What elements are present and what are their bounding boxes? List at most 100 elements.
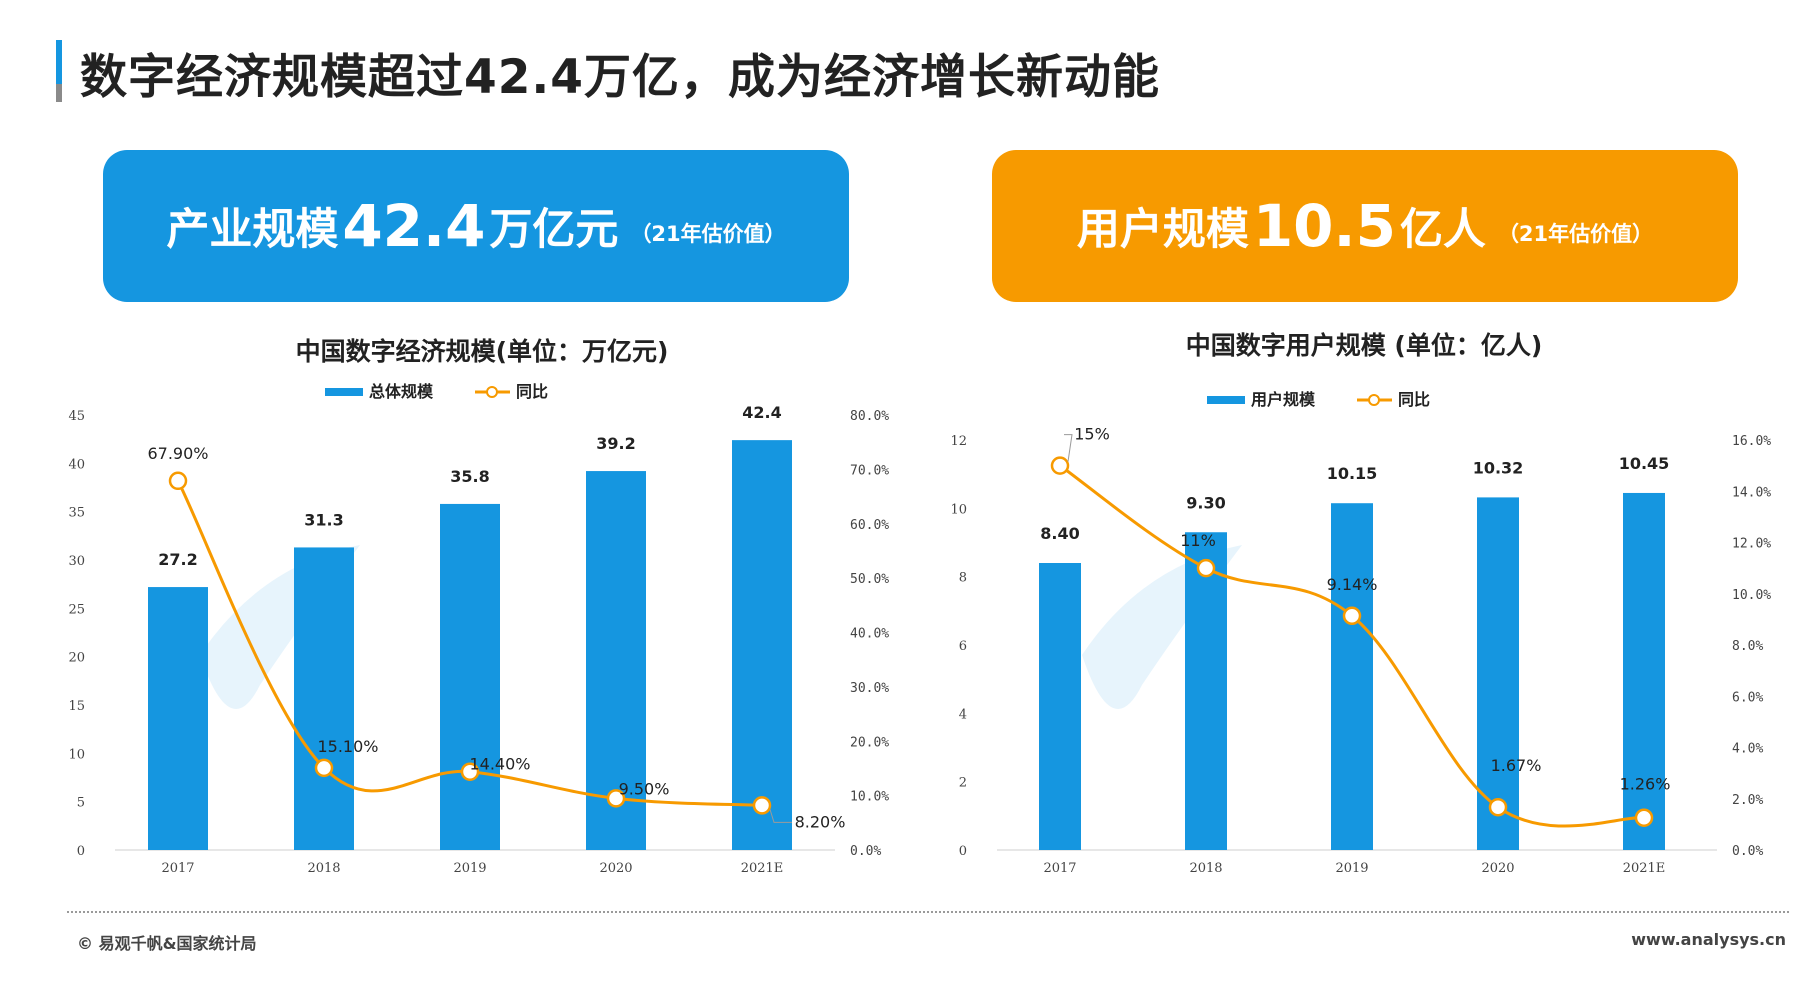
bar — [1623, 492, 1665, 850]
y-right-tick-label: 16.0% — [1732, 434, 1771, 449]
yoy-value-label: 15.10% — [317, 737, 378, 756]
bar — [1039, 563, 1081, 850]
yoy-line — [176, 480, 763, 807]
bar — [1185, 532, 1227, 850]
yoy-value-label: 1.26% — [1620, 775, 1671, 794]
yoy-point — [1050, 456, 1070, 475]
bar-value-label: 31.3 — [304, 510, 343, 529]
banner-label: 用户规模 — [1076, 205, 1249, 255]
x-tick-label: 2021E — [1623, 861, 1666, 876]
yoy-leader-line — [1064, 434, 1073, 462]
legend-line-marker — [1368, 394, 1380, 406]
y-tick-label: 35 — [68, 506, 85, 521]
x-tick-label: 2019 — [1335, 861, 1368, 876]
bar — [294, 547, 354, 850]
x-tick-label: 2020 — [1481, 861, 1514, 876]
bar-value-label: 10.45 — [1619, 454, 1670, 473]
yoy-value-label: 9.14% — [1327, 575, 1378, 594]
bar-value-label: 8.40 — [1040, 524, 1079, 543]
y-right-tick-label: 14.0% — [1732, 485, 1771, 500]
bar-value-label: 42.4 — [742, 403, 781, 422]
banner-value: 42.4 — [342, 192, 486, 260]
digital-users-chart: 中国数字用户规模 (单位：亿人) 用户规模 同比 0 2 4 6 8 10 12 0.0% 2.0% 4… — [950, 331, 1771, 876]
y-tick-label: 45 — [68, 409, 85, 424]
banner-unit: 万亿元 — [489, 205, 619, 255]
chart-title: 中国数字经济规模(单位：万亿元) — [296, 337, 669, 366]
bar-value-label: 39.2 — [596, 434, 635, 453]
industry-scale-banner: 产业规模 42.4 万亿元 （21年估价值） — [103, 150, 849, 302]
x-tick-label: 2021E — [741, 861, 784, 876]
yoy-value-label: 11% — [1180, 531, 1216, 550]
legend-bar-swatch — [325, 388, 363, 396]
footer-site-link[interactable]: www.analysys.cn — [1631, 930, 1786, 949]
y-tick-label: 30 — [68, 554, 85, 569]
footer-divider — [67, 911, 1789, 913]
y-tick-label: 6 — [959, 639, 967, 654]
yoy-point — [314, 758, 334, 778]
bar — [440, 503, 500, 850]
yoy-value-label: 9.50% — [619, 779, 670, 798]
yoy-point — [1634, 808, 1654, 827]
y-right-tick-label: 10.0% — [850, 790, 889, 805]
x-tick-label: 2017 — [1043, 861, 1076, 876]
x-tick-label: 2019 — [453, 861, 486, 876]
legend-line-label: 同比 — [516, 382, 548, 401]
footer-source: © 易观千帆&国家统计局 — [77, 934, 257, 953]
yoy-value-label: 14.40% — [469, 755, 530, 774]
y-right-tick-label: 80.0% — [850, 409, 889, 424]
bar — [1331, 503, 1373, 850]
bar-value-label: 9.30 — [1186, 493, 1225, 512]
yoy-point — [606, 789, 626, 808]
bar-value-label: 10.32 — [1473, 458, 1524, 477]
yoy-value-label: 15% — [1074, 425, 1110, 444]
legend-bar-swatch — [1207, 396, 1245, 404]
bar — [148, 587, 208, 850]
y-tick-label: 12 — [950, 434, 967, 449]
y-right-tick-label: 60.0% — [850, 518, 889, 533]
y-right-tick-label: 0.0% — [1732, 844, 1763, 859]
banner-value: 10.5 — [1252, 192, 1396, 260]
banner-note: （21年估价值） — [1497, 222, 1654, 246]
y-tick-label: 10 — [950, 502, 967, 517]
yoy-point — [1196, 558, 1216, 578]
y-tick-label: 0 — [77, 844, 85, 859]
chart-title: 中国数字用户规模 (单位：亿人) — [1186, 331, 1543, 360]
bar — [586, 471, 646, 850]
y-tick-label: 0 — [959, 844, 967, 859]
y-right-tick-label: 70.0% — [850, 463, 889, 478]
y-right-tick-label: 8.0% — [1732, 639, 1763, 654]
y-tick-label: 4 — [959, 707, 967, 722]
x-tick-label: 2018 — [307, 861, 340, 876]
bar-value-label: 35.8 — [450, 467, 489, 486]
title-accent-bar — [56, 40, 62, 102]
yoy-point — [1488, 797, 1508, 817]
y-tick-label: 10 — [68, 747, 85, 762]
page-title: 数字经济规模超过42.4万亿，成为经济增长新动能 — [80, 50, 1160, 105]
y-tick-label: 5 — [77, 796, 85, 811]
y-right-tick-label: 6.0% — [1732, 690, 1763, 705]
title-accent-gray — [56, 84, 62, 102]
yoy-point — [460, 762, 480, 781]
y-tick-label: 15 — [68, 699, 85, 714]
y-right-tick-label: 0.0% — [850, 844, 881, 859]
y-right-tick-label: 30.0% — [850, 681, 889, 696]
y-tick-label: 40 — [68, 457, 85, 472]
y-right-tick-label: 2.0% — [1732, 793, 1763, 808]
y-right-tick-label: 4.0% — [1732, 742, 1763, 757]
y-right-tick-label: 12.0% — [1732, 537, 1771, 552]
yoy-value-label: 1.67% — [1491, 756, 1542, 775]
bar — [1477, 497, 1519, 850]
user-scale-banner: 用户规模 10.5 亿人 （21年估价值） — [992, 150, 1738, 302]
x-tick-label: 2020 — [599, 861, 632, 876]
banner-note: （21年估价值） — [630, 222, 786, 246]
banner-unit: 亿人 — [1399, 205, 1486, 255]
bar — [732, 440, 792, 850]
yoy-leader-line — [769, 809, 792, 823]
y-right-tick-label: 10.0% — [1732, 588, 1771, 603]
y-right-tick-label: 20.0% — [850, 735, 889, 750]
x-tick-label: 2018 — [1189, 861, 1222, 876]
digital-economy-chart: 中国数字经济规模(单位：万亿元) 总体规模 同比 0 5 10 15 20 25 30 35 40 45… — [68, 337, 889, 876]
y-tick-label: 25 — [68, 602, 85, 617]
bar-value-label: 10.15 — [1327, 464, 1378, 483]
bar-value-label: 27.2 — [158, 550, 197, 569]
